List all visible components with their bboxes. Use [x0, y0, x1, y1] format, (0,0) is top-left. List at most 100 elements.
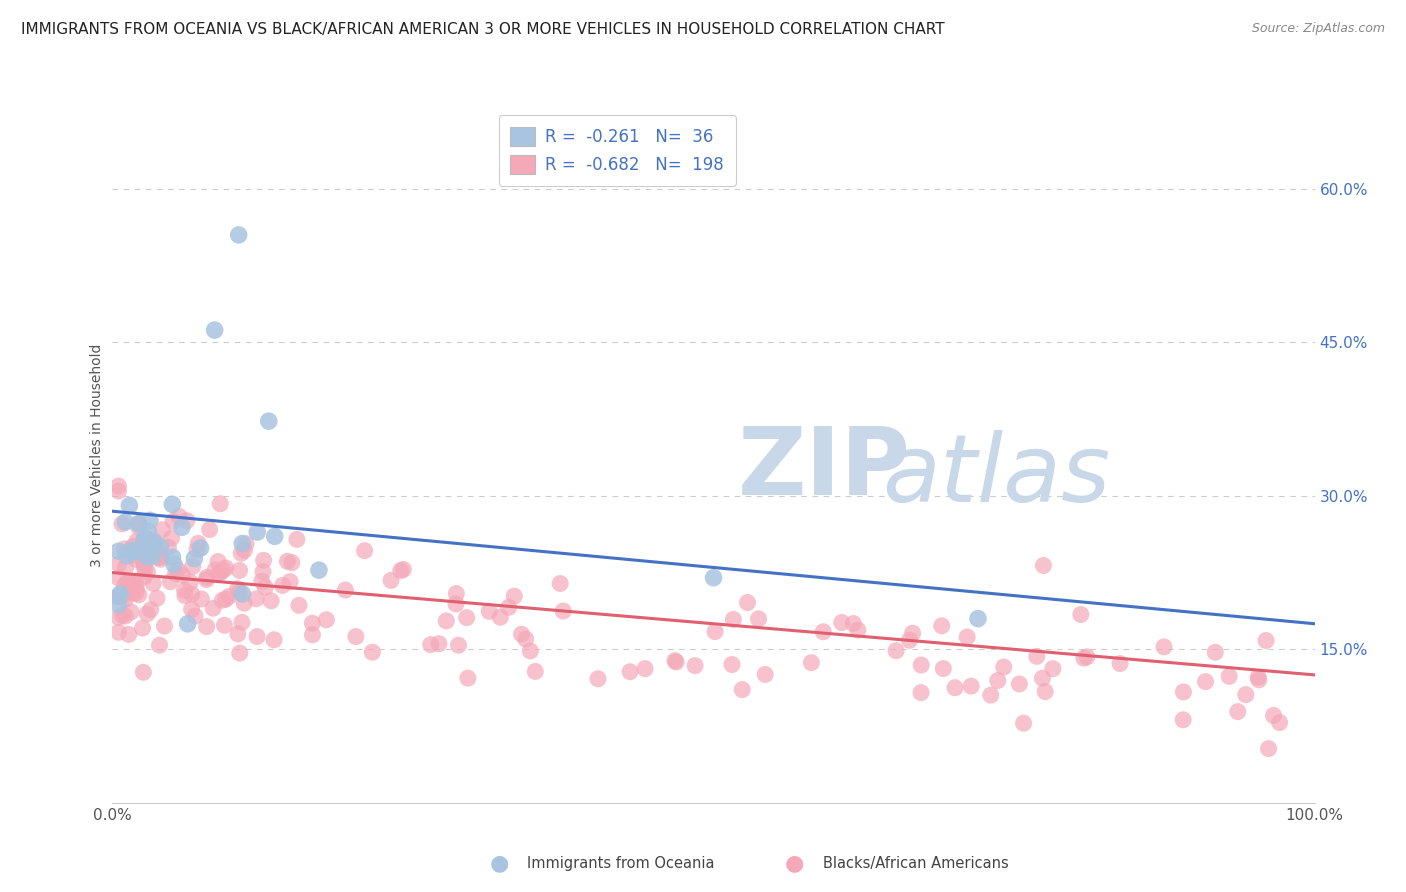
Point — [1033, 684, 1056, 698]
Point — [811, 624, 834, 639]
Point — [143, 540, 166, 554]
Point — [108, 587, 131, 601]
Point — [503, 589, 526, 603]
Point — [250, 574, 273, 589]
Point — [167, 509, 190, 524]
Point — [1173, 713, 1195, 727]
Point — [153, 619, 176, 633]
Point — [257, 414, 280, 428]
Point — [114, 541, 136, 556]
Point — [228, 564, 250, 578]
Point — [457, 671, 479, 685]
Point — [702, 571, 725, 585]
Point — [1070, 607, 1092, 622]
Point — [634, 662, 657, 676]
Point — [122, 540, 145, 554]
Point — [1194, 674, 1216, 689]
Point — [138, 524, 160, 539]
Point — [139, 603, 162, 617]
Point — [910, 685, 932, 699]
Point — [150, 549, 173, 563]
Point — [993, 660, 1015, 674]
Point — [434, 614, 457, 628]
Point — [263, 529, 285, 543]
Point — [146, 550, 169, 565]
Point — [120, 543, 142, 558]
Point — [125, 586, 148, 600]
Point — [281, 556, 304, 570]
Point — [115, 549, 138, 563]
Point — [134, 562, 156, 576]
Point — [419, 638, 441, 652]
Point — [204, 563, 226, 577]
Point — [149, 550, 172, 565]
Point — [131, 621, 153, 635]
Point — [132, 533, 155, 548]
Point — [107, 625, 129, 640]
Point — [285, 533, 308, 547]
Point — [380, 574, 402, 588]
Point — [173, 583, 195, 598]
Point — [226, 582, 249, 596]
Point — [245, 591, 267, 606]
Point — [162, 550, 184, 565]
Point — [209, 497, 232, 511]
Point — [114, 609, 136, 624]
Point — [1263, 708, 1285, 723]
Point — [135, 549, 157, 564]
Point — [344, 630, 367, 644]
Point — [335, 582, 357, 597]
Point — [162, 514, 184, 528]
Point — [143, 534, 166, 549]
Point — [1012, 716, 1035, 731]
Point — [1268, 715, 1291, 730]
Point — [208, 566, 231, 580]
Point — [107, 590, 129, 604]
Point — [180, 602, 202, 616]
Point — [553, 604, 575, 618]
Point — [235, 537, 257, 551]
Point — [125, 544, 148, 558]
Point — [301, 616, 323, 631]
Point — [149, 540, 172, 554]
Point — [107, 557, 129, 571]
Point — [967, 612, 990, 626]
Point — [932, 661, 955, 675]
Point — [148, 638, 170, 652]
Point — [195, 620, 218, 634]
Point — [980, 688, 1002, 702]
Text: Source: ZipAtlas.com: Source: ZipAtlas.com — [1251, 22, 1385, 36]
Point — [586, 672, 609, 686]
Point — [1218, 669, 1240, 683]
Point — [226, 627, 249, 641]
Point — [884, 644, 907, 658]
Point — [120, 583, 142, 598]
Point — [114, 560, 136, 574]
Text: Blacks/African Americans: Blacks/African Americans — [823, 856, 1008, 871]
Point — [288, 599, 311, 613]
Point — [842, 616, 865, 631]
Point — [128, 516, 150, 531]
Point — [446, 586, 468, 600]
Point — [146, 591, 169, 606]
Point — [1204, 645, 1226, 659]
Point — [120, 605, 142, 619]
Point — [1008, 677, 1031, 691]
Point — [157, 541, 180, 555]
Point — [1073, 651, 1095, 665]
Point — [515, 632, 537, 647]
Point — [172, 568, 194, 582]
Point — [202, 601, 225, 615]
Point — [246, 630, 269, 644]
Point — [118, 627, 141, 641]
Point — [184, 609, 207, 624]
Point — [271, 578, 294, 592]
Point — [427, 637, 450, 651]
Point — [142, 534, 165, 549]
Text: IMMIGRANTS FROM OCEANIA VS BLACK/AFRICAN AMERICAN 3 OR MORE VEHICLES IN HOUSEHOL: IMMIGRANTS FROM OCEANIA VS BLACK/AFRICAN… — [21, 22, 945, 37]
Point — [943, 681, 966, 695]
Point — [107, 598, 129, 612]
Point — [111, 516, 134, 531]
Point — [489, 610, 512, 624]
Point — [664, 654, 686, 668]
